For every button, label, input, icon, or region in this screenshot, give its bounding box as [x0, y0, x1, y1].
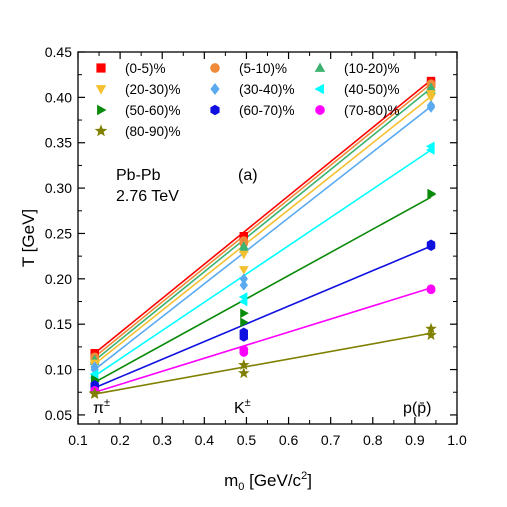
data-point [239, 279, 248, 291]
data-point [88, 387, 101, 399]
y-tick-label: 0.05 [45, 407, 72, 423]
legend-marker [95, 85, 107, 95]
legend-label: (30-40)% [239, 82, 295, 97]
legend-label: (50-60)% [125, 103, 181, 118]
fit-line [94, 95, 432, 365]
legend-label: (0-5)% [125, 61, 166, 76]
fit-line [94, 105, 432, 371]
legend-label: (5-10)% [239, 61, 287, 76]
data-point [426, 285, 436, 295]
data-point [240, 317, 249, 328]
legend-label: (80-90)% [125, 124, 181, 139]
data-point [425, 145, 435, 155]
fit-line [94, 149, 432, 377]
fit-line [94, 79, 432, 354]
legend-marker [315, 105, 325, 115]
fit-line [94, 83, 432, 358]
data-point [425, 322, 437, 334]
legend-label: (60-70)% [239, 103, 295, 118]
legend-marker [97, 104, 107, 116]
legend-marker [314, 83, 324, 95]
x-tick-label: 0.6 [279, 432, 299, 448]
collision-system-label: Pb-Pb [116, 167, 161, 184]
data-point [426, 241, 436, 251]
data-point [426, 93, 436, 103]
legend-label: (70-80)% [344, 103, 400, 118]
axis-ticks: 0.1 0.2 0.3 0.4 0.5 0.6 0.7 0.8 0.9 1.0 0.05 0.10 0.… [45, 44, 467, 448]
fit-line [94, 287, 432, 394]
data-points [88, 76, 437, 399]
data-point [426, 101, 436, 113]
y-tick-label: 0.25 [45, 225, 72, 241]
data-point [237, 367, 250, 379]
data-point [238, 250, 249, 260]
energy-label: 2.76 TeV [116, 188, 179, 205]
x-tick-label: 0.3 [152, 432, 172, 448]
fit-line [94, 87, 432, 362]
x-tick-label: 0.4 [195, 432, 215, 448]
legend-label: (40-50)% [344, 82, 400, 97]
data-point [239, 347, 249, 357]
x-tick-label: 0.7 [321, 432, 341, 448]
data-point [239, 273, 248, 285]
plot-frame [77, 51, 458, 425]
data-point [237, 358, 250, 370]
legend-marker [210, 104, 220, 116]
y-tick-label: 0.30 [45, 180, 72, 196]
y-tick-label: 0.15 [45, 316, 72, 332]
fit-lines [94, 79, 432, 395]
y-tick-label: 0.20 [45, 271, 72, 287]
x-axis-title: m0 [GeV/c2] [224, 470, 312, 493]
data-point [425, 328, 437, 341]
kaon-label: K± [234, 397, 251, 417]
legend-marker [94, 124, 108, 137]
fit-line [94, 245, 432, 389]
x-tick-label: 0.8 [363, 432, 383, 448]
legend-marker [210, 83, 220, 95]
data-point [239, 332, 248, 342]
data-point [240, 308, 249, 319]
legend-label: (20-30)% [125, 82, 181, 97]
legend-marker [96, 63, 106, 73]
legend-label: (10-20)% [344, 61, 400, 76]
y-tick-label: 0.35 [45, 135, 72, 151]
y-tick-label: 0.45 [45, 44, 72, 60]
fit-line [94, 196, 432, 383]
y-tick-label: 0.40 [45, 89, 72, 105]
x-tick-label: 0.9 [405, 432, 425, 448]
x-tick-label: 0.5 [237, 432, 257, 448]
legend-marker [210, 63, 220, 73]
x-tick-label: 0.1 [68, 432, 88, 448]
data-point [238, 296, 248, 307]
y-axis-title: T [GeV] [19, 209, 38, 267]
legend: (0-5)% (5-10)% (10-20)% (20-30)% (30-40)% (40… [94, 61, 400, 139]
data-point [427, 189, 437, 200]
y-tick-label: 0.10 [45, 362, 72, 378]
x-tick-label: 1.0 [447, 432, 467, 448]
panel-label: (a) [238, 167, 258, 184]
data-point [238, 266, 249, 275]
legend-marker [314, 62, 326, 72]
data-point [238, 243, 249, 253]
x-tick-label: 0.2 [110, 432, 130, 448]
pion-label: π± [93, 397, 110, 417]
fit-line [94, 332, 432, 395]
proton-label: p(p̄) [403, 400, 431, 417]
